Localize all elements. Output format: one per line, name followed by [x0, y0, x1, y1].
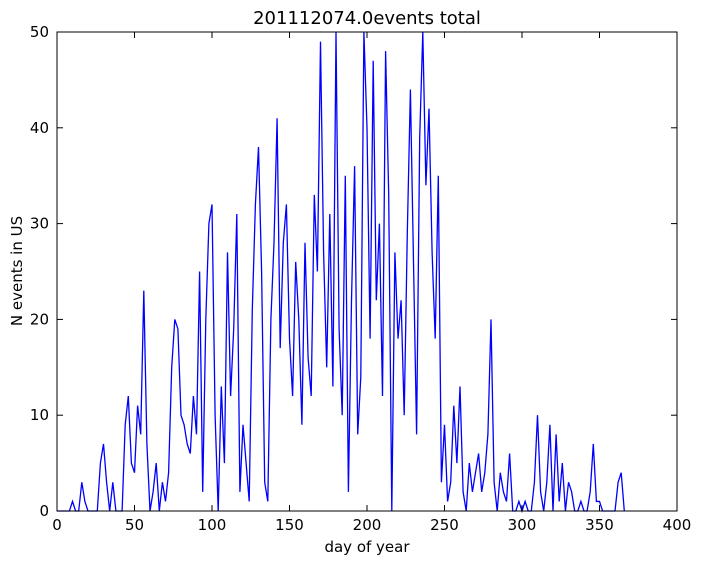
- x-tick-label: 50: [125, 516, 144, 534]
- y-tick-label: 50: [30, 23, 49, 41]
- x-tick-label: 150: [275, 516, 304, 534]
- y-tick-label: 30: [30, 215, 49, 233]
- chart-title: 201112074.0events total: [253, 8, 481, 29]
- x-axis-label: day of year: [324, 538, 410, 556]
- x-tick-label: 0: [52, 516, 62, 534]
- x-tick-label: 400: [663, 516, 692, 534]
- x-tick-label: 100: [198, 516, 227, 534]
- data-line: [57, 31, 625, 514]
- plot-frame: [56, 31, 678, 512]
- y-tick-label: 10: [30, 406, 49, 424]
- x-tick-label: 350: [585, 516, 614, 534]
- y-axis-label: N events in US: [8, 216, 26, 326]
- y-tick-label: 20: [30, 310, 49, 328]
- x-tick-label: 300: [508, 516, 537, 534]
- y-tick-label: 0: [39, 502, 49, 520]
- x-tick-label: 250: [430, 516, 459, 534]
- x-tick-label: 200: [353, 516, 382, 534]
- y-tick-label: 40: [30, 119, 49, 137]
